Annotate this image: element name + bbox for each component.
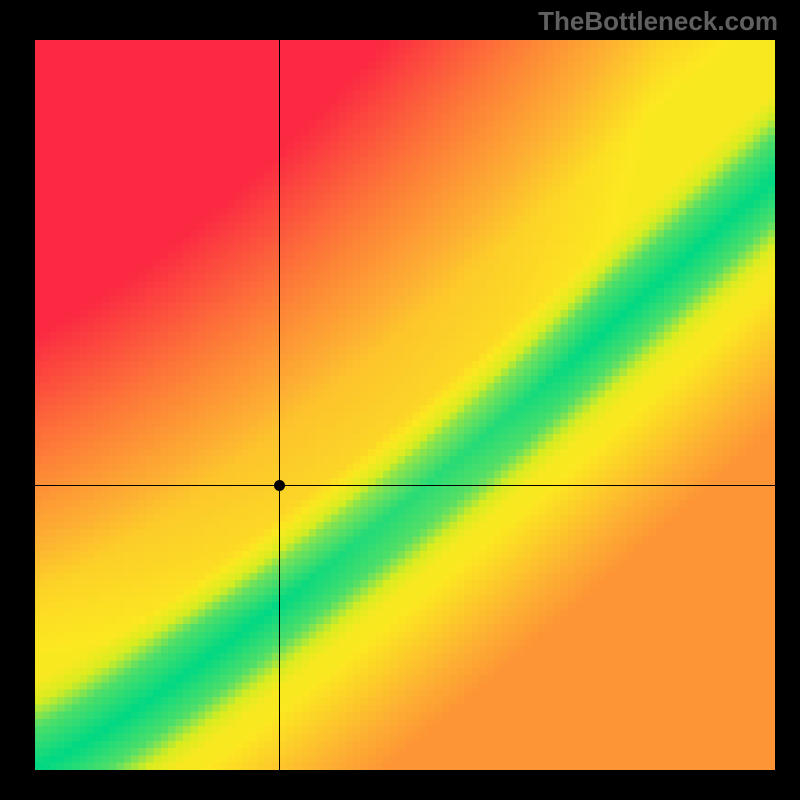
crosshair-horizontal bbox=[35, 485, 775, 486]
bottleneck-heatmap bbox=[35, 40, 775, 770]
selection-marker bbox=[274, 480, 285, 491]
crosshair-vertical bbox=[279, 40, 280, 770]
watermark-text: TheBottleneck.com bbox=[538, 6, 778, 37]
